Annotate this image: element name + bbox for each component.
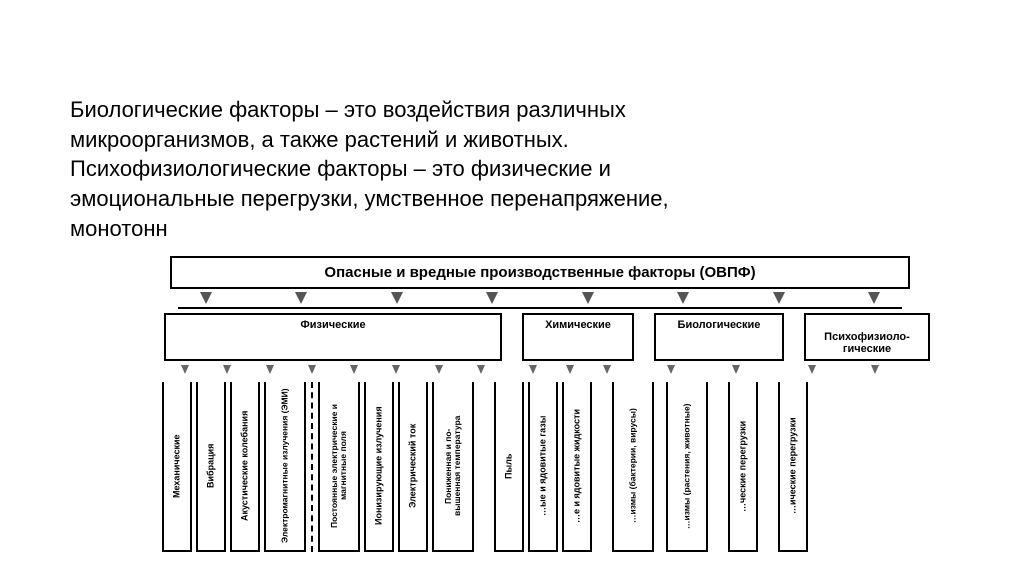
leaf-box: Электромагнитные излучения (ЭМИ)	[264, 382, 306, 552]
main-title-box: Опасные и вредные производственные факто…	[170, 256, 910, 289]
category-label: Химические	[545, 319, 611, 331]
arrow-down-icon	[529, 365, 537, 374]
ovpf-diagram: Опасные и вредные производственные факто…	[160, 256, 920, 552]
para-line: Психофизиологические факторы – это физич…	[70, 156, 611, 181]
arrow-down-icon	[200, 292, 212, 304]
leaf-box: Пониженная и по- вышенная температура	[432, 382, 474, 552]
category-row: Физические Химические Биологические Псих…	[160, 313, 920, 361]
category-biological: Биологические	[654, 313, 784, 361]
arrow-down-icon	[667, 365, 675, 374]
leaf-box: Постоянные электрические и магнитные пол…	[318, 382, 360, 552]
arrow-row-main	[160, 289, 920, 307]
main-title: Опасные и вредные производственные факто…	[324, 264, 755, 281]
category-chemical: Химические	[522, 313, 634, 361]
leaf-label: Пониженная и по- вышенная температура	[444, 416, 462, 516]
intro-paragraph: Биологические факторы – это воздействия …	[70, 95, 790, 243]
leaf-label: …измы (растения, животные)	[683, 403, 692, 529]
leaf-label: Постоянные электрические и магнитные пол…	[330, 388, 348, 544]
arrow-down-icon	[295, 292, 307, 304]
leaf-box: …ические перегрузки	[778, 382, 808, 552]
category-physical: Физические	[164, 313, 502, 361]
arrow-down-icon	[266, 365, 274, 374]
category-label: Психофизиоло- гические	[824, 331, 910, 355]
leaf-box: Акустические колебания	[230, 382, 260, 552]
leaf-box: …измы (бактерии, вирусы)	[612, 382, 654, 552]
para-line: эмоциональные перегрузки, умственное пер…	[70, 186, 669, 211]
arrow-down-icon	[223, 365, 231, 374]
arrow-down-icon	[350, 365, 358, 374]
leaf-box: Пыль	[494, 382, 524, 552]
leaf-label: Вибрация	[206, 444, 215, 488]
arrow-down-icon	[603, 365, 611, 374]
arrow-down-icon	[871, 365, 879, 374]
arrow-down-icon	[868, 292, 880, 304]
leaf-box: Вибрация	[196, 382, 226, 552]
arrow-down-icon	[732, 365, 740, 374]
leaf-row: Механические Вибрация Акустические колеб…	[160, 377, 920, 552]
arrow-down-icon	[181, 365, 189, 374]
arrow-down-icon	[486, 292, 498, 304]
leaf-box: …ческие перегрузки	[728, 382, 758, 552]
leaf-label: …измы (бактерии, вирусы)	[629, 409, 638, 524]
arrow-down-icon	[391, 292, 403, 304]
category-label: Физические	[300, 319, 365, 331]
leaf-label: Пыль	[504, 453, 513, 478]
connector-bar	[178, 307, 902, 309]
leaf-label: Акустические колебания	[240, 411, 249, 521]
leaf-label: Электрический ток	[408, 424, 417, 508]
para-line: монотонн	[70, 216, 168, 241]
category-label: Биологические	[678, 319, 761, 331]
arrow-down-icon	[477, 365, 485, 374]
leaf-label: Электромагнитные излучения (ЭМИ)	[281, 389, 290, 544]
arrow-down-icon	[435, 365, 443, 374]
leaf-box: …е и ядовитые жидкости	[562, 382, 592, 552]
leaf-box: Электрический ток	[398, 382, 428, 552]
arrow-down-icon	[392, 365, 400, 374]
leaf-label: …ые и ядовитые газы	[538, 416, 547, 516]
leaf-box: Ионизирующие излучения	[364, 382, 394, 552]
leaf-label: …ческие перегрузки	[738, 420, 747, 511]
arrow-row-leaves	[160, 361, 920, 377]
leaf-box: …ые и ядовитые газы	[528, 382, 558, 552]
leaf-label: …ические перегрузки	[788, 418, 797, 515]
arrow-down-icon	[308, 365, 316, 374]
arrow-down-icon	[566, 365, 574, 374]
leaf-box: Механические	[162, 382, 192, 552]
leaf-label: Механические	[172, 434, 181, 498]
leaf-label: …е и ядовитые жидкости	[572, 409, 581, 523]
category-psycho: Психофизиоло- гические	[804, 313, 930, 361]
dashed-separator	[311, 382, 313, 552]
arrow-down-icon	[808, 365, 816, 374]
arrow-down-icon	[773, 292, 785, 304]
para-line: Биологические факторы – это воздействия …	[70, 97, 626, 122]
leaf-box: …измы (растения, животные)	[666, 382, 708, 552]
arrow-down-icon	[582, 292, 594, 304]
arrow-down-icon	[677, 292, 689, 304]
leaf-label: Ионизирующие излучения	[374, 407, 383, 526]
para-line: микроорганизмов, а также растений и живо…	[70, 127, 569, 152]
